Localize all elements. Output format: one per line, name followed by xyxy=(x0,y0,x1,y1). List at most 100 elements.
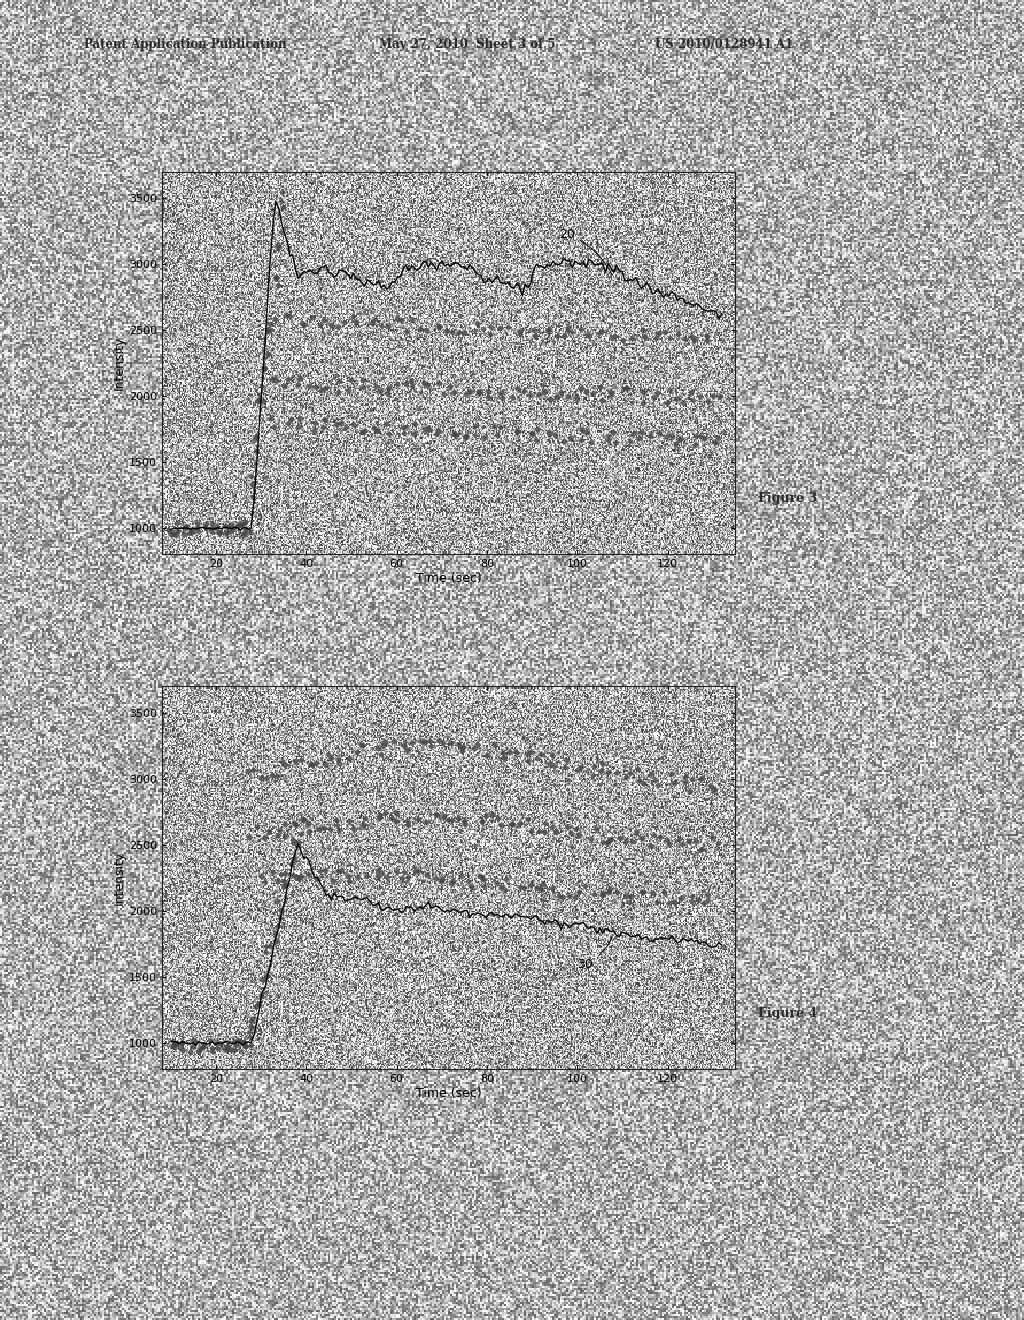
Point xyxy=(677,767,693,788)
Point xyxy=(190,1040,207,1061)
Point xyxy=(397,319,414,341)
Point xyxy=(594,389,610,411)
Point xyxy=(221,1039,238,1060)
Point xyxy=(259,343,275,364)
Point xyxy=(300,813,316,834)
Point xyxy=(306,420,323,441)
Point xyxy=(240,760,256,781)
Point xyxy=(270,825,287,846)
Point xyxy=(380,315,396,337)
Point xyxy=(637,327,653,348)
Point xyxy=(296,314,312,335)
Point xyxy=(272,190,289,211)
Point xyxy=(278,874,294,895)
Point xyxy=(562,428,579,449)
Point xyxy=(634,882,650,903)
Point xyxy=(198,517,214,539)
Point xyxy=(457,425,473,446)
Point xyxy=(658,829,675,850)
Point xyxy=(317,754,334,775)
Point xyxy=(254,391,270,412)
Point xyxy=(293,750,309,771)
Point xyxy=(366,309,382,330)
Point xyxy=(190,521,207,543)
Point xyxy=(386,731,402,752)
Point xyxy=(181,523,198,544)
Point xyxy=(662,379,678,400)
Point xyxy=(688,425,705,446)
Point xyxy=(430,372,446,393)
Point xyxy=(480,380,497,401)
Point xyxy=(336,312,352,333)
Point xyxy=(333,859,349,880)
Y-axis label: Intensity: Intensity xyxy=(113,335,126,391)
Point xyxy=(684,325,700,346)
Point xyxy=(364,313,380,334)
Point xyxy=(245,486,261,507)
Point xyxy=(452,735,468,756)
Point xyxy=(558,817,574,838)
Point xyxy=(399,814,416,836)
Point xyxy=(374,862,390,883)
Point xyxy=(516,878,532,899)
Point xyxy=(493,814,509,836)
Point xyxy=(213,1034,229,1055)
Point xyxy=(330,317,346,338)
Point xyxy=(311,818,328,840)
Point xyxy=(435,733,452,754)
Point xyxy=(229,516,246,537)
Point xyxy=(557,756,573,777)
Point xyxy=(331,820,347,841)
Point xyxy=(643,836,659,857)
Point xyxy=(435,807,452,828)
Point xyxy=(493,876,509,898)
Point xyxy=(504,385,520,407)
Point xyxy=(261,313,278,334)
Point xyxy=(538,381,554,403)
Point xyxy=(677,772,693,793)
Point xyxy=(358,866,375,887)
Point xyxy=(605,421,622,442)
Point xyxy=(219,1039,236,1060)
Point xyxy=(504,813,520,834)
Point xyxy=(585,383,601,404)
Point xyxy=(523,742,540,763)
Point xyxy=(276,863,293,884)
Point xyxy=(428,424,444,445)
Point xyxy=(202,1030,218,1051)
Point xyxy=(500,317,516,338)
Point xyxy=(470,381,486,403)
Point xyxy=(648,891,665,912)
Point xyxy=(434,869,451,890)
Point xyxy=(396,861,413,882)
Point xyxy=(549,387,565,408)
Point xyxy=(489,808,506,829)
Point xyxy=(635,392,651,413)
Point xyxy=(474,812,490,833)
Point xyxy=(620,378,636,399)
Point xyxy=(659,392,676,413)
Point xyxy=(284,854,300,875)
Point xyxy=(291,832,307,853)
Point xyxy=(286,865,302,886)
Point xyxy=(673,887,689,908)
Point xyxy=(268,891,285,912)
Point xyxy=(264,368,281,389)
Point xyxy=(617,767,634,788)
Point xyxy=(395,416,412,437)
Point xyxy=(529,747,546,768)
Point xyxy=(168,1034,184,1055)
Point xyxy=(378,413,394,434)
Point xyxy=(258,319,274,341)
Point xyxy=(273,751,290,772)
Point xyxy=(586,755,602,776)
Point xyxy=(489,425,506,446)
Point xyxy=(165,1034,181,1055)
Point xyxy=(473,810,489,832)
Point xyxy=(371,737,387,758)
Point xyxy=(602,878,618,899)
Text: Figure 4: Figure 4 xyxy=(758,1007,817,1020)
Point xyxy=(275,375,292,396)
Point xyxy=(247,428,263,449)
Point xyxy=(423,735,439,756)
